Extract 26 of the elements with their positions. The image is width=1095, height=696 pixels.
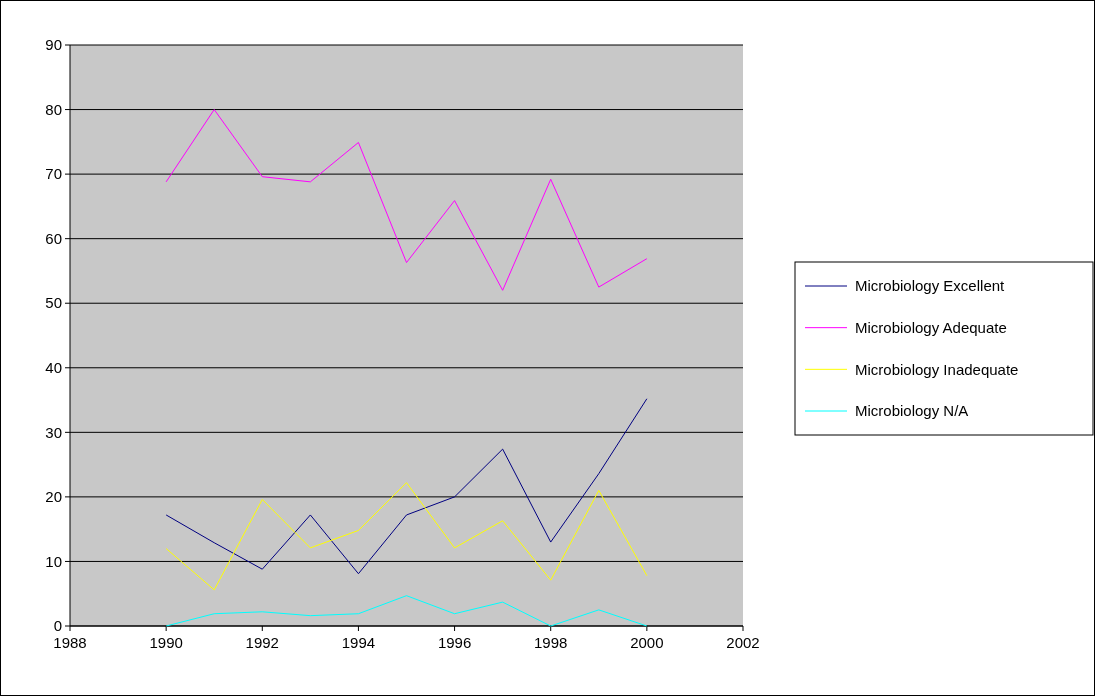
y-tick-label: 50 bbox=[45, 294, 62, 312]
y-tick-label: 40 bbox=[45, 359, 62, 377]
x-tick-label: 1992 bbox=[245, 634, 279, 651]
legend-label: Microbiology Inadequate bbox=[855, 360, 1019, 378]
x-tick-label: 2002 bbox=[726, 634, 760, 651]
y-tick-label: 90 bbox=[45, 36, 62, 54]
x-tick-label: 1998 bbox=[534, 634, 568, 651]
x-tick-label: 1988 bbox=[53, 634, 87, 651]
y-tick-label: 0 bbox=[53, 617, 62, 635]
line-series bbox=[165, 398, 648, 575]
legend-label: Microbiology Excellent bbox=[855, 277, 1006, 295]
line-series bbox=[165, 595, 648, 627]
y-tick-label: 60 bbox=[45, 229, 62, 247]
line-series bbox=[165, 482, 648, 591]
legend-label: Microbiology N/A bbox=[855, 402, 969, 420]
line-series bbox=[165, 109, 648, 291]
y-tick-label: 10 bbox=[45, 552, 62, 570]
x-tick-label: 1990 bbox=[149, 634, 183, 651]
x-tick-label: 2000 bbox=[630, 634, 664, 651]
x-tick-label: 1994 bbox=[341, 634, 376, 651]
y-tick-label: 70 bbox=[45, 165, 62, 183]
x-tick-label: 1996 bbox=[437, 634, 472, 651]
legend-label: Microbiology Adequate bbox=[855, 318, 1007, 336]
y-tick-label: 20 bbox=[45, 488, 62, 506]
y-tick-label: 30 bbox=[45, 423, 62, 441]
y-tick-label: 80 bbox=[45, 100, 62, 118]
